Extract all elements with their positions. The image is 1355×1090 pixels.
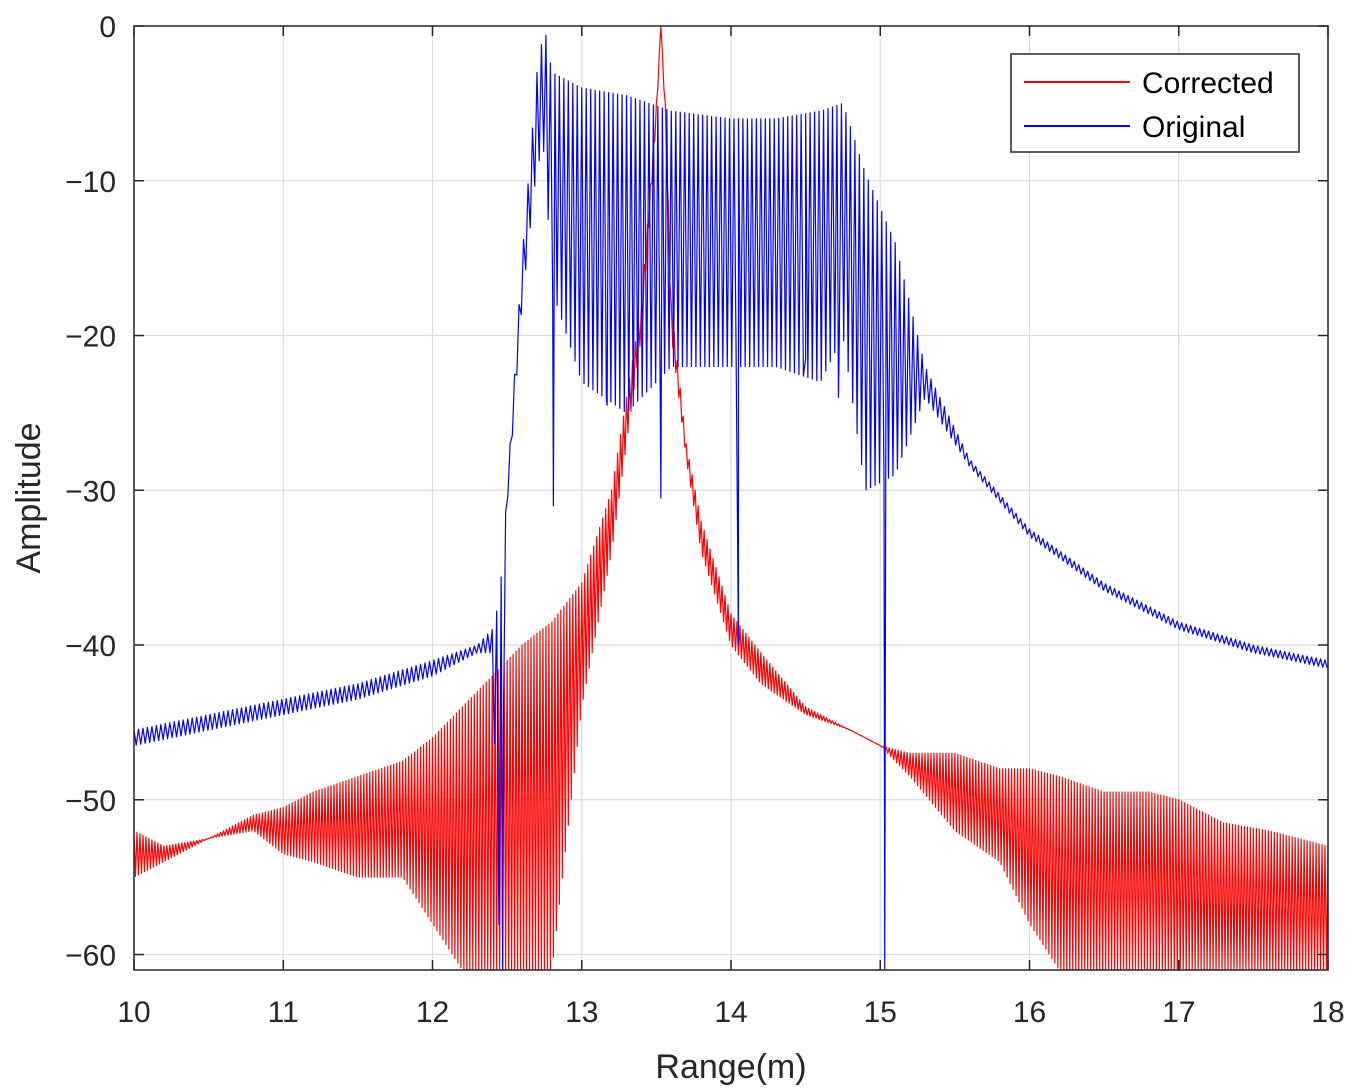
- ticks: [133, 25, 1329, 970]
- y-axis-title: Amplitude: [10, 422, 48, 573]
- tick-labels: 10 11 12 13 14 15 16 17 18 0 −10 −20 −30 −40 −50 −60: [65, 11, 1345, 1029]
- y-tick-label: −50: [65, 785, 116, 818]
- y-tick-label: −60: [65, 940, 116, 973]
- series-line-corrected: [134, 25, 1328, 970]
- x-tick-label: 14: [714, 996, 747, 1029]
- legend: Corrected Original: [1010, 53, 1300, 153]
- x-tick-label: 15: [864, 996, 897, 1029]
- y-tick-label: −20: [65, 321, 116, 354]
- y-tick-label: −40: [65, 630, 116, 663]
- legend-label-corrected: Corrected: [1142, 67, 1274, 100]
- x-tick-label: 16: [1013, 996, 1046, 1029]
- y-tick-label: 0: [99, 11, 116, 44]
- x-tick-label: 18: [1311, 996, 1344, 1029]
- y-tick-label: −10: [65, 166, 116, 199]
- y-tick-label: −30: [65, 475, 116, 508]
- x-tick-label: 17: [1162, 996, 1195, 1029]
- x-tick-label: 12: [416, 996, 449, 1029]
- x-tick-label: 10: [117, 996, 150, 1029]
- x-tick-label: 11: [268, 996, 299, 1029]
- x-axis-title: Range(m): [655, 1048, 806, 1086]
- legend-label-original: Original: [1142, 111, 1245, 144]
- legend-box: [1010, 53, 1300, 153]
- x-tick-label: 13: [565, 996, 598, 1029]
- series-group: [134, 25, 1328, 970]
- series-line-original: [134, 34, 1328, 970]
